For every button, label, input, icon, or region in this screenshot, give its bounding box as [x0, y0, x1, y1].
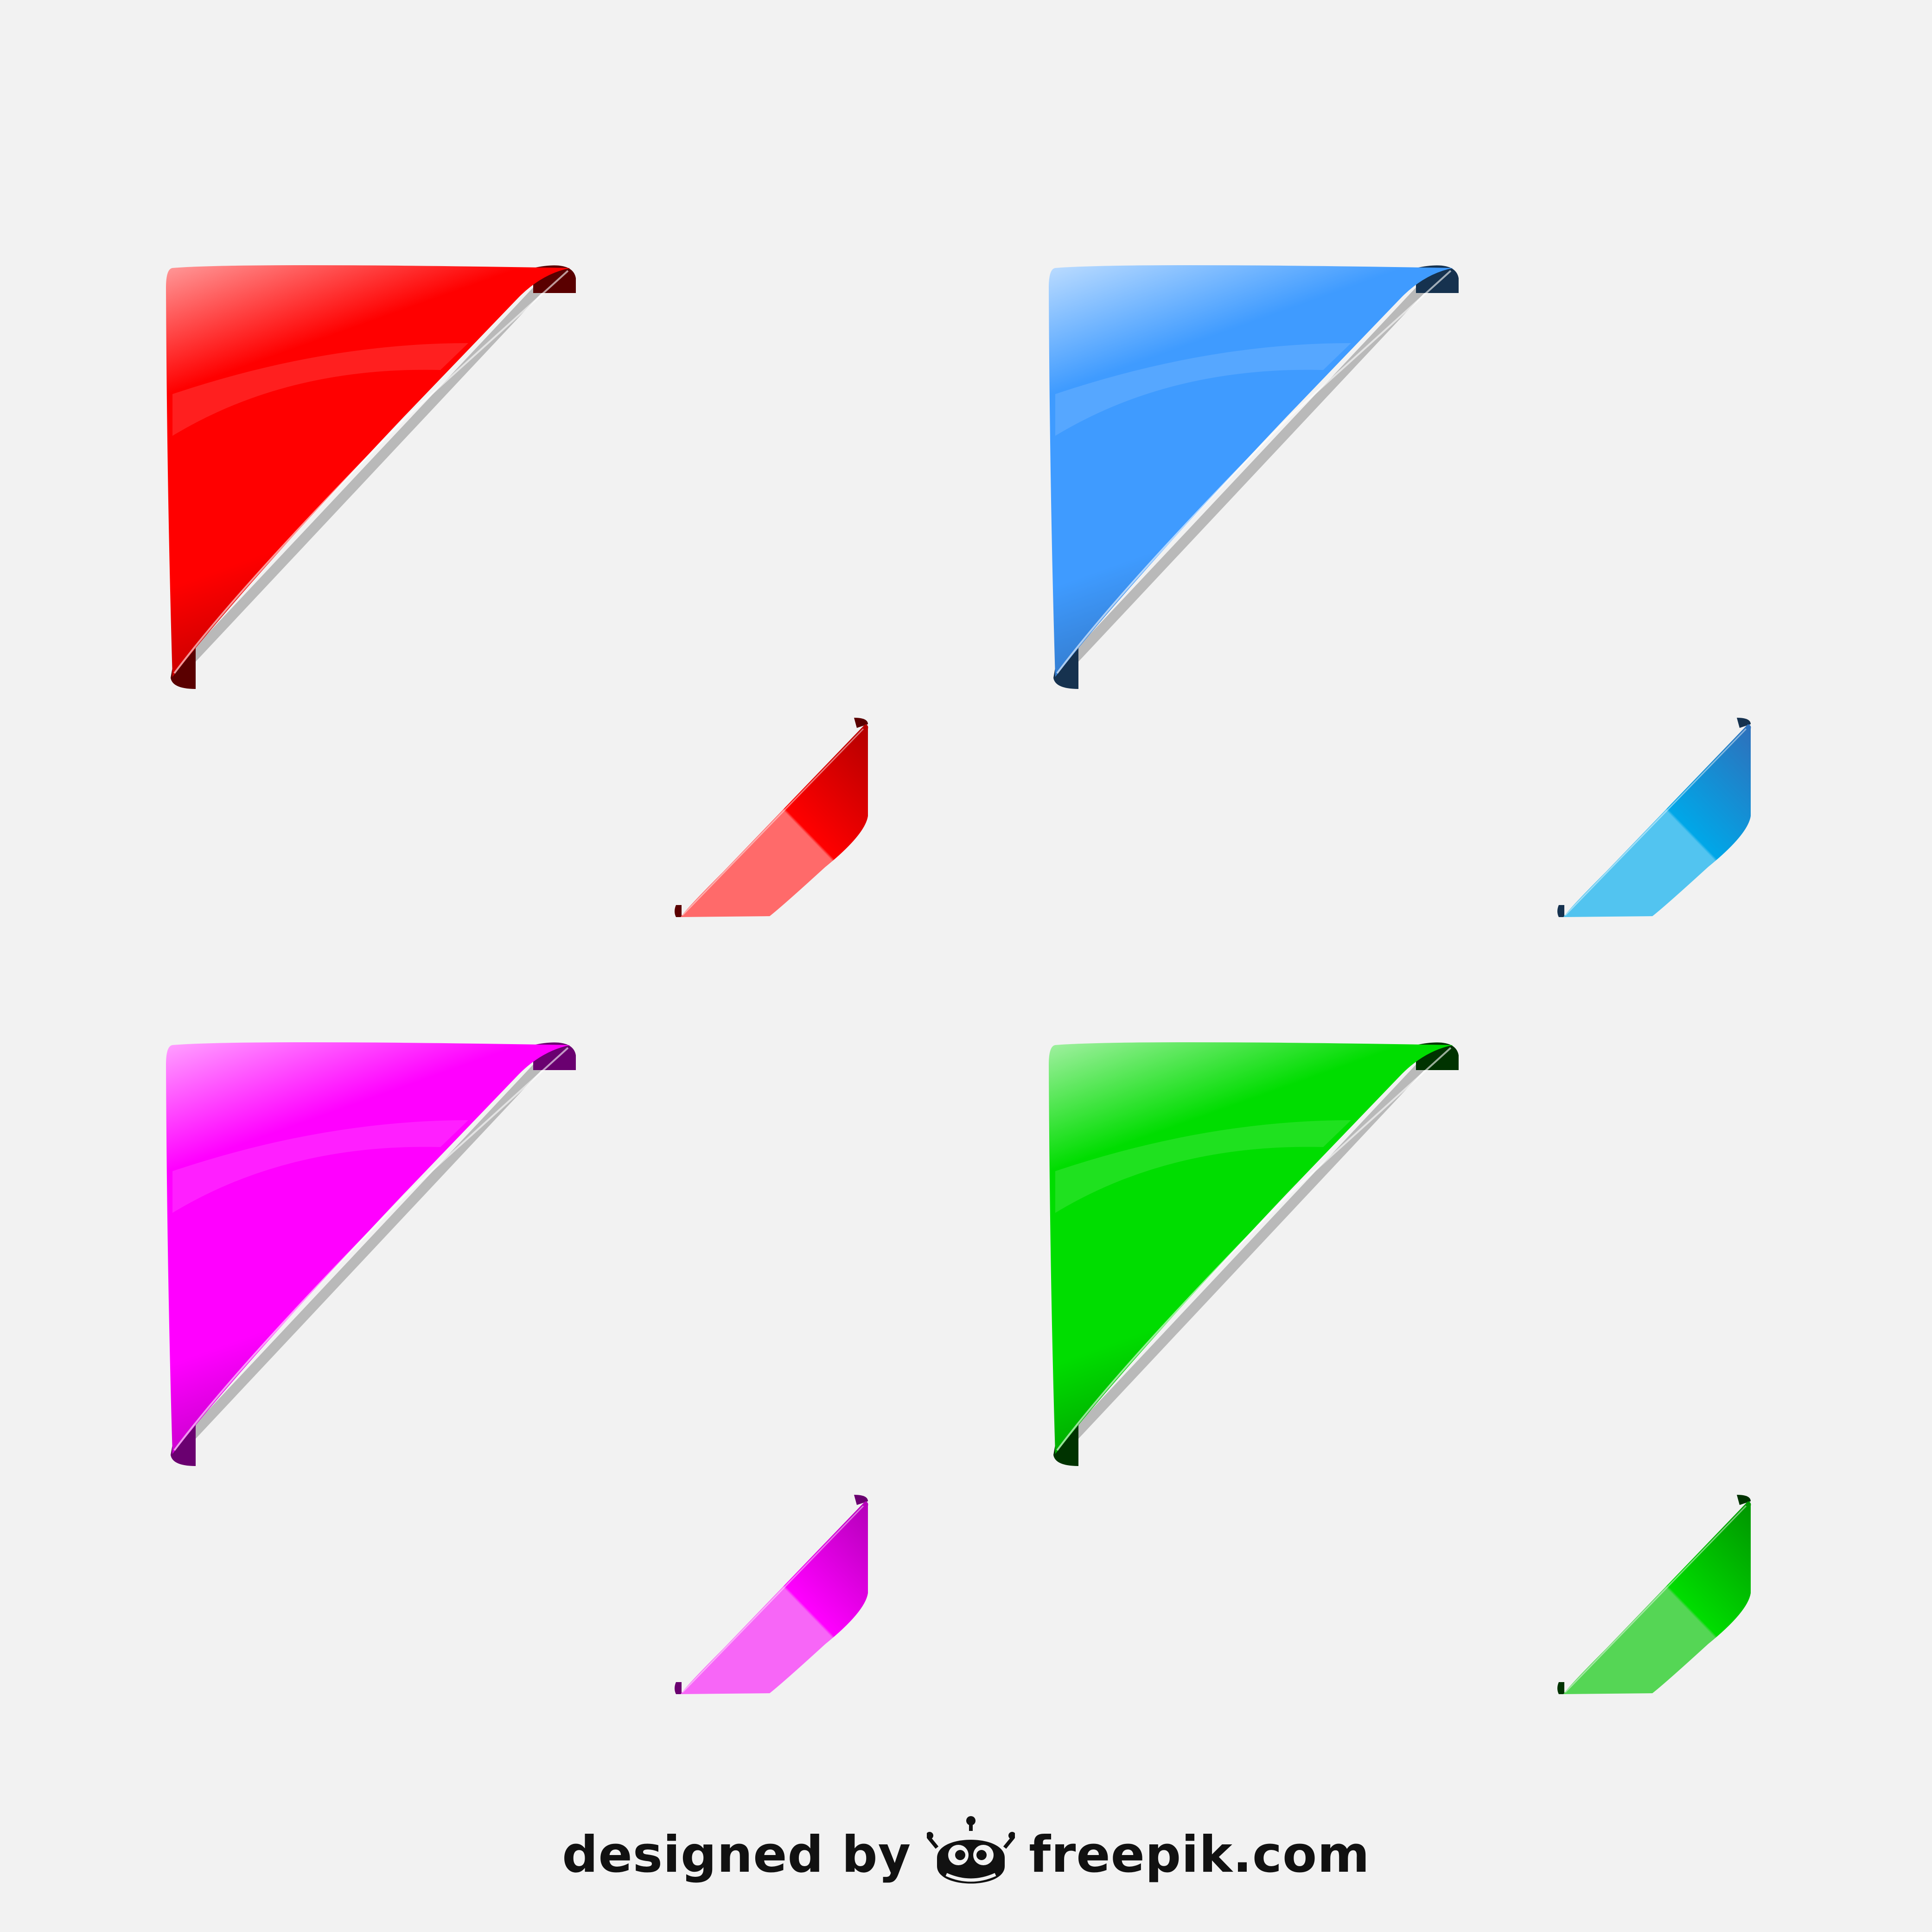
- green-large-corner: [1049, 1042, 1459, 1466]
- blue-corner-set: [1049, 265, 1751, 917]
- blue-large-corner: [1049, 265, 1459, 689]
- blue-small-corner: [1557, 718, 1751, 917]
- magenta-small-corner: [675, 1495, 868, 1694]
- credit-prefix: designed by: [562, 1825, 912, 1884]
- freepik-robot-icon: [927, 1816, 1015, 1884]
- red-small-corner: [675, 718, 868, 917]
- green-small-corner: [1557, 1495, 1751, 1694]
- red-large-corner: [166, 265, 576, 689]
- credit-site: freepik.com: [1029, 1825, 1370, 1884]
- magenta-large-corner: [166, 1042, 576, 1466]
- credit-line: designed by freepik.com: [0, 1816, 1932, 1889]
- green-corner-set: [1049, 1042, 1751, 1694]
- magenta-corner-set: [166, 1042, 868, 1694]
- red-corner-set: [166, 265, 868, 917]
